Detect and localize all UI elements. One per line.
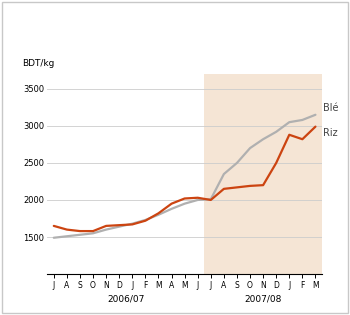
Text: Figure 9.: Figure 9. [10,14,70,26]
Text: Riz: Riz [323,128,338,138]
Bar [204,74,322,274]
Text: Prix au détail du blé et du riz au: Prix au détail du blé et du riz au [65,14,258,26]
Text: Bangladesh: Bangladesh [10,46,80,59]
Text: 2006/07: 2006/07 [107,294,145,303]
Text: Blé: Blé [323,103,339,113]
Text: 2007/08: 2007/08 [244,294,282,303]
Text: BDT/kg: BDT/kg [22,59,55,68]
